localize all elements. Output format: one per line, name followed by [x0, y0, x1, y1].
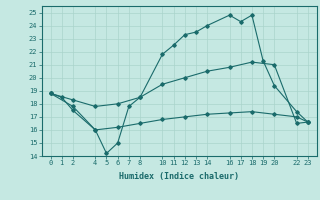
X-axis label: Humidex (Indice chaleur): Humidex (Indice chaleur) [119, 172, 239, 181]
